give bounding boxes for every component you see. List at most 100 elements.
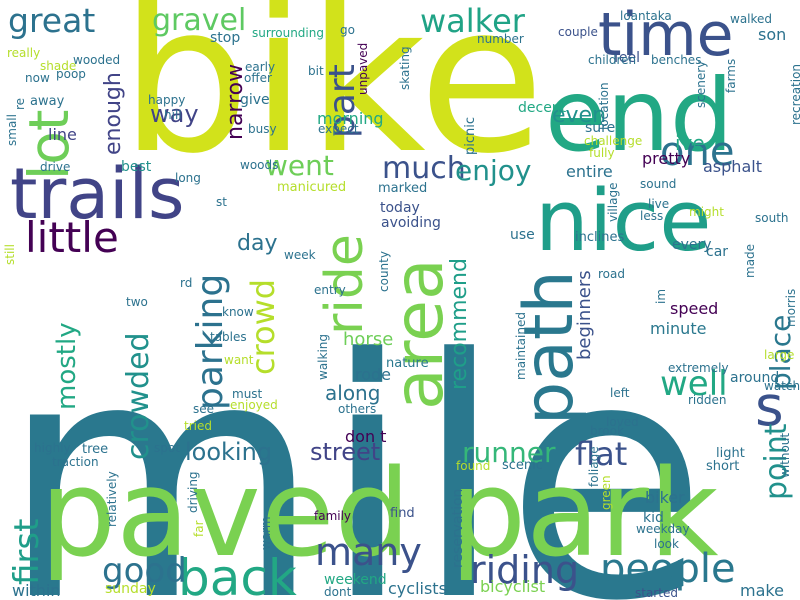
word-best: best [121,159,152,175]
word-expect: expect [318,122,359,136]
word-bit: bit [308,64,324,78]
word-two: two [126,295,148,309]
word-know: know [222,305,254,319]
word-really: really [7,46,40,60]
word-mile: mile [0,289,708,600]
word-use: use [510,227,535,243]
word-fully: fully [589,146,615,160]
word-early: early [245,60,275,74]
word-now: now [25,71,50,85]
word-went: went [265,149,334,182]
word-ride: ride [315,234,375,335]
word-sunday: sunday [105,581,156,597]
word-son: son [758,25,786,44]
word-watch: watch [764,379,800,393]
word-even: even [552,103,606,128]
word-looking: looking [185,438,272,466]
word-county: county [377,251,391,292]
word-poop: poop [56,67,86,81]
word-green: green [599,475,613,510]
word-path: path [510,270,589,425]
word-tables: tables [210,330,247,344]
word-reservation: reservation [450,489,466,568]
word-light: light [716,446,745,461]
word-biker: biker [645,488,685,507]
word-drive: drive [40,160,70,174]
word-enjoyed: enjoyed [230,398,278,412]
word-tried: tried [184,419,212,433]
word-crowded: crowded [121,332,156,460]
word-cyclists: cyclists [388,579,447,598]
word-one: one [660,129,734,175]
word-great: great [8,1,95,40]
word-within: within [12,581,61,600]
word-village: village [606,183,620,222]
word-place: place [764,315,797,390]
word-recommend: recommend [447,258,472,390]
word-every: every [672,237,712,253]
word-rode: rode [355,365,391,384]
word-sound: sound [640,177,676,191]
word-dont: dont [324,585,352,599]
word-walking: walking [316,334,330,380]
word-still: still [3,244,17,265]
word-feel: feel [614,50,640,66]
word-lot: lot [17,110,81,181]
word-gravel: gravel [152,3,246,38]
word-entry: entry [314,283,346,297]
word-weekend: weekend [324,572,387,588]
word-shade: shade [40,59,76,73]
word-park: park [450,445,719,584]
word-rd: rd [180,276,192,290]
word-re: re [13,98,27,110]
word-without: without [778,433,792,478]
word-ive: ive [675,131,705,155]
word-give: give [240,92,270,108]
word-tree: tree [82,442,108,457]
word-little: little [25,213,119,262]
word-busy: busy [248,122,277,136]
word-highly: highly [34,441,71,455]
word-st: st [216,195,227,209]
word-benches: benches [651,53,701,67]
word-spot: spot [154,441,180,455]
word-walker: walker [420,2,526,40]
word-foliage: foliage [587,446,601,487]
word-inclines: inclines [575,230,624,245]
word-speed: speed [670,299,718,318]
word-beginners: beginners [574,270,595,360]
word-loved: loved [606,415,639,429]
word-less: less [640,209,663,223]
word-farms: farms [724,59,738,93]
word-road: road [598,267,625,281]
word-mostly: mostly [52,322,82,410]
word-made: made [743,244,757,278]
word-riding: riding [470,548,579,592]
word-crowd: crowd [244,279,282,375]
word-make: make [740,581,784,600]
word-first: first [7,519,47,585]
word-picnic: picnic [463,117,478,155]
word-well: well [660,364,728,404]
word-extremely: extremely [668,361,729,375]
word-woods: woods [240,158,278,172]
word-morris: morris [784,289,798,327]
word-go: go [340,23,355,37]
word-sure: sure [585,120,615,136]
word-traction: traction [52,455,99,469]
word-short: short [706,459,739,474]
word-nature: nature [386,356,429,371]
word-maintained: maintained [514,312,528,380]
word-long: long [175,171,201,185]
word-bicyclist: bicyclist [480,577,545,596]
word-im: im [654,289,668,304]
word-family: family [314,509,351,523]
word-people: people [600,546,736,592]
word-street: street [310,438,380,466]
word-find: find [390,506,415,521]
word-day: day [237,231,277,256]
word-many: many [315,530,422,574]
word-happy: happy [148,93,185,107]
word-morning: morning [317,109,384,128]
